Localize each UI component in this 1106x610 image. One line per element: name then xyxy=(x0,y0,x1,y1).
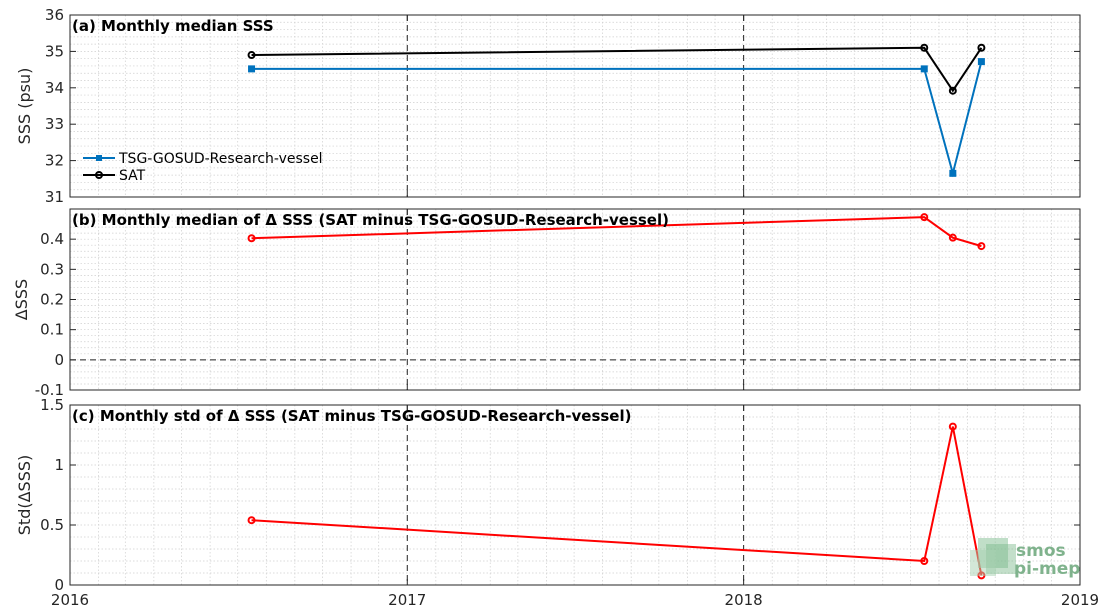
data-point xyxy=(920,43,929,52)
data-point xyxy=(977,58,985,66)
legend-label: TSG-GOSUD-Research-vessel xyxy=(118,151,323,167)
data-point xyxy=(247,516,256,525)
y-tick-label: 1.5 xyxy=(40,396,64,414)
data-point xyxy=(977,242,986,251)
panel-title: (a) Monthly median SSS xyxy=(72,17,274,35)
logo-mark xyxy=(970,538,1016,576)
y-tick-label: 32 xyxy=(45,152,64,170)
y-axis-label: Std(ΔSSS) xyxy=(15,455,34,535)
x-tick-label: 2017 xyxy=(388,591,426,609)
x-tick-label: 2019 xyxy=(1061,591,1099,609)
y-tick-label: 0.4 xyxy=(40,230,64,248)
y-tick-label: 35 xyxy=(45,42,64,60)
y-tick-label: 1 xyxy=(54,456,64,474)
smos-pi-mep-logo: smos pi-mep xyxy=(970,538,1080,579)
data-point xyxy=(948,422,957,431)
data-point xyxy=(920,65,928,73)
series-b-0 xyxy=(247,213,986,251)
data-point xyxy=(948,233,957,242)
series-line xyxy=(251,426,983,576)
y-tick-label: 0.1 xyxy=(40,321,64,339)
series-line xyxy=(251,216,982,248)
data-point xyxy=(949,169,957,177)
y-tick-label: 0.2 xyxy=(40,291,64,309)
data-point xyxy=(247,234,256,243)
panel-title: (b) Monthly median of Δ SSS (SAT minus T… xyxy=(72,211,669,229)
y-axis-label: SSS (psu) xyxy=(15,68,34,145)
panel-title: (c) Monthly std of Δ SSS (SAT minus TSG-… xyxy=(72,407,631,425)
data-point xyxy=(948,86,957,95)
data-point xyxy=(920,557,929,565)
y-tick-label: -0.1 xyxy=(35,381,64,399)
legend-marker xyxy=(96,155,102,161)
panel-c: 0 0.5 1 1.5 Std(ΔSSS) (c) Monthly std of Δ SS… xyxy=(15,396,1081,594)
y-axis-label: ΔSSS xyxy=(12,279,31,320)
y-tick-label: 0 xyxy=(54,351,64,369)
series-tsg-gosud-research-vessel xyxy=(248,58,985,178)
series-line xyxy=(251,46,983,93)
logo-text-smos: smos xyxy=(1016,541,1066,561)
data-point xyxy=(247,51,256,60)
plot-area xyxy=(70,15,1080,197)
plot-area xyxy=(70,405,1080,585)
panel-b: -0.1 0 0.1 0.2 0.3 0.4 ΔSSS (b) Monthly median … xyxy=(12,208,1081,399)
y-tick-label: 0.5 xyxy=(40,516,64,534)
legend-marker xyxy=(95,171,103,179)
x-tick-label: 2018 xyxy=(725,591,763,609)
axes-box xyxy=(69,14,1081,198)
logo-text-pi-mep: pi-mep xyxy=(1014,559,1080,579)
y-tick-label: 31 xyxy=(45,188,64,206)
y-tick-label: 36 xyxy=(45,6,64,24)
data-point xyxy=(977,43,986,52)
data-point xyxy=(248,65,256,73)
series-line xyxy=(251,61,983,178)
legend-label: SAT xyxy=(119,168,146,184)
x-tick-label: 2016 xyxy=(51,591,89,609)
series-sat xyxy=(247,43,986,95)
data-point xyxy=(920,213,929,222)
y-tick-label: 0.3 xyxy=(40,260,64,278)
axes-box xyxy=(69,404,1081,586)
y-tick-label: 33 xyxy=(45,115,64,133)
y-tick-label: 0 xyxy=(54,576,64,594)
panel-a: 31 32 33 34 35 36 SSS (psu) (a) Monthly median … xyxy=(15,6,1081,206)
y-tick-label: 34 xyxy=(45,79,64,97)
